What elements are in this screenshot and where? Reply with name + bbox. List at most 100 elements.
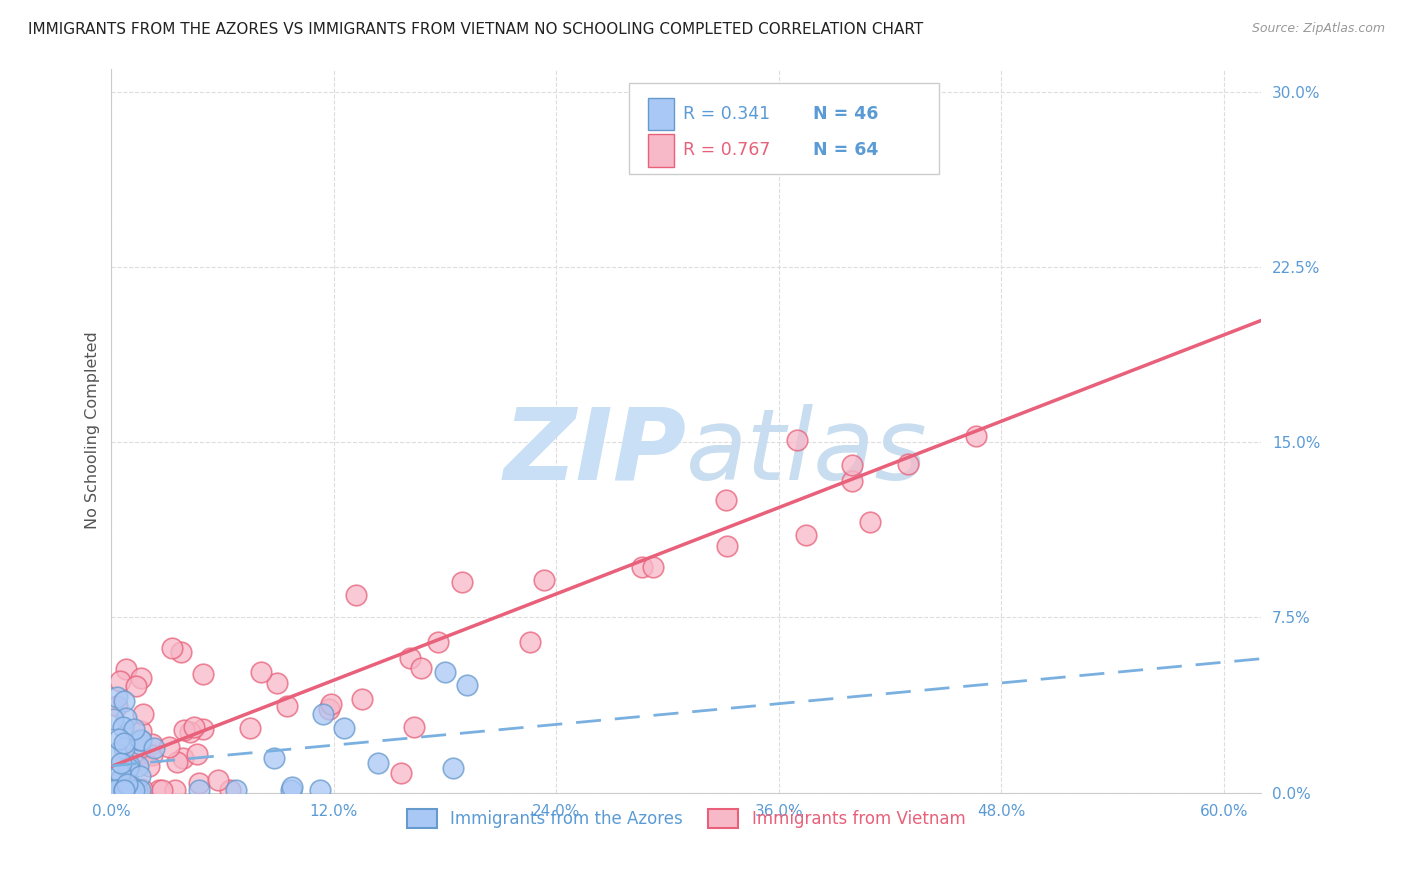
Point xyxy=(112,783,135,797)
Point xyxy=(131,782,153,797)
Point xyxy=(266,676,288,690)
Point xyxy=(641,560,664,574)
Point xyxy=(441,762,464,776)
Point xyxy=(108,732,131,747)
Point xyxy=(859,515,882,529)
Point xyxy=(112,694,135,708)
Point xyxy=(107,773,129,788)
Point xyxy=(150,783,173,797)
Point xyxy=(965,428,987,442)
Text: R = 0.341: R = 0.341 xyxy=(683,105,770,123)
Point xyxy=(110,772,132,786)
Point xyxy=(118,783,141,797)
Point xyxy=(434,665,457,679)
Point xyxy=(115,777,138,791)
Point xyxy=(115,711,138,725)
Point xyxy=(114,751,136,765)
Point xyxy=(129,671,152,685)
Point xyxy=(219,783,242,797)
Point xyxy=(112,741,135,756)
Text: ZIP: ZIP xyxy=(503,404,686,500)
Point xyxy=(318,702,340,716)
Point xyxy=(308,783,330,797)
Point xyxy=(103,783,125,797)
Point xyxy=(402,720,425,734)
Point xyxy=(367,756,389,771)
Point xyxy=(179,725,201,739)
Point xyxy=(129,783,152,797)
Point xyxy=(841,474,863,488)
Point xyxy=(132,706,155,721)
FancyBboxPatch shape xyxy=(648,134,673,167)
Point xyxy=(276,699,298,714)
Point xyxy=(630,560,652,574)
Point xyxy=(129,724,152,739)
Point xyxy=(280,783,302,797)
Point xyxy=(332,721,354,735)
Point xyxy=(105,699,128,714)
Point xyxy=(163,783,186,797)
Point xyxy=(157,739,180,754)
Point xyxy=(191,722,214,736)
Y-axis label: No Schooling Completed: No Schooling Completed xyxy=(86,332,100,530)
Point xyxy=(117,783,139,797)
Point xyxy=(148,783,170,797)
Point xyxy=(239,721,262,735)
Point xyxy=(786,433,808,447)
Text: atlas: atlas xyxy=(686,404,928,500)
Point xyxy=(250,665,273,680)
Text: IMMIGRANTS FROM THE AZORES VS IMMIGRANTS FROM VIETNAM NO SCHOOLING COMPLETED COR: IMMIGRANTS FROM THE AZORES VS IMMIGRANTS… xyxy=(28,22,924,37)
Point xyxy=(138,758,160,772)
Point xyxy=(183,721,205,735)
Point xyxy=(172,751,194,765)
Point xyxy=(108,766,131,780)
Text: Source: ZipAtlas.com: Source: ZipAtlas.com xyxy=(1251,22,1385,36)
Text: N = 64: N = 64 xyxy=(813,141,879,160)
Point xyxy=(104,746,127,760)
Point xyxy=(129,733,152,747)
Point xyxy=(533,573,555,587)
FancyBboxPatch shape xyxy=(628,83,939,174)
Point xyxy=(170,645,193,659)
Point xyxy=(125,679,148,693)
Point xyxy=(716,539,738,553)
Point xyxy=(352,692,374,706)
Point xyxy=(389,766,412,780)
Point xyxy=(841,458,863,473)
Point xyxy=(281,780,304,795)
Point xyxy=(207,772,229,787)
Point xyxy=(112,783,135,797)
Point xyxy=(173,723,195,737)
Text: N = 46: N = 46 xyxy=(813,105,879,123)
Point xyxy=(321,697,343,711)
Point xyxy=(426,635,449,649)
Point xyxy=(796,528,818,542)
Point xyxy=(105,783,128,797)
Point xyxy=(121,780,143,794)
Point xyxy=(451,574,474,589)
Point xyxy=(108,673,131,688)
Point xyxy=(128,737,150,751)
Point xyxy=(897,457,920,471)
Point xyxy=(128,747,150,761)
Text: R = 0.767: R = 0.767 xyxy=(683,141,770,160)
Point xyxy=(129,733,152,747)
Point xyxy=(187,776,209,790)
Point xyxy=(519,635,541,649)
Point xyxy=(103,783,125,797)
Point xyxy=(104,783,127,797)
Point xyxy=(346,588,368,602)
Point xyxy=(122,722,145,736)
Point xyxy=(225,783,247,797)
Point xyxy=(160,641,183,656)
Legend: Immigrants from the Azores, Immigrants from Vietnam: Immigrants from the Azores, Immigrants f… xyxy=(401,803,972,835)
Point xyxy=(111,720,134,734)
FancyBboxPatch shape xyxy=(648,98,673,130)
Point xyxy=(104,783,127,797)
Point xyxy=(117,783,139,797)
Point xyxy=(141,737,163,751)
Point xyxy=(114,662,136,676)
Point xyxy=(117,761,139,775)
Point xyxy=(399,651,422,665)
Point xyxy=(312,707,335,722)
